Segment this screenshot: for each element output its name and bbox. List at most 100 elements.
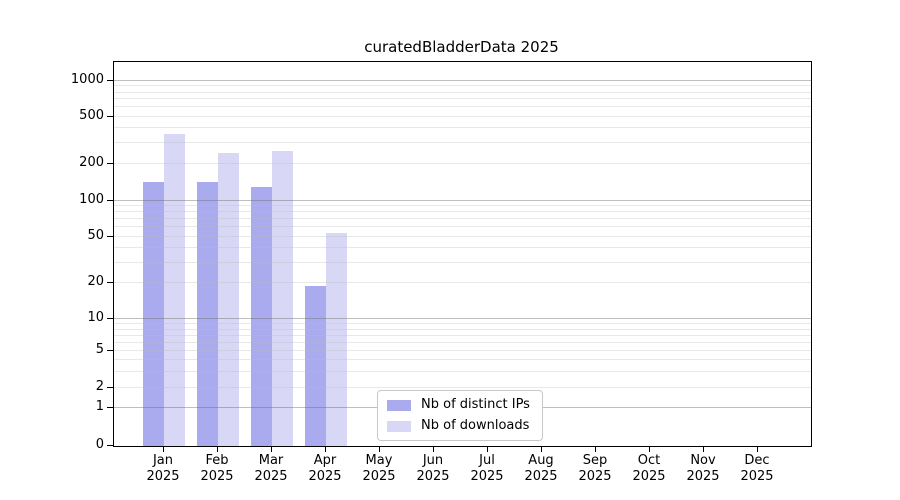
x-tick xyxy=(595,447,596,452)
x-label-year: 2025 xyxy=(146,469,180,484)
minor-gridline xyxy=(114,371,811,372)
x-tick-label: Jan 2025 xyxy=(135,453,191,485)
major-gridline xyxy=(114,318,811,319)
x-tick xyxy=(649,447,650,452)
minor-gridline xyxy=(114,247,811,248)
x-label-month: Dec xyxy=(744,453,770,468)
x-label-year: 2025 xyxy=(740,469,774,484)
legend-item-downloads: Nb of downloads xyxy=(387,417,530,435)
x-label-month: Aug xyxy=(528,453,554,468)
major-gridline xyxy=(114,80,811,81)
x-label-month: Jan xyxy=(152,453,174,468)
minor-gridline xyxy=(114,236,811,237)
y-tick-label: 0 xyxy=(95,437,104,452)
x-tick-label: Feb 2025 xyxy=(189,453,245,485)
minor-gridline xyxy=(114,116,811,117)
y-tick-label: 1 xyxy=(95,399,104,414)
minor-gridline xyxy=(114,387,811,388)
legend: Nb of distinct IPs Nb of downloads xyxy=(377,390,543,441)
y-tick-label: 200 xyxy=(79,155,104,170)
x-label-year: 2025 xyxy=(524,469,558,484)
x-label-year: 2025 xyxy=(200,469,234,484)
y-tick xyxy=(107,163,113,164)
x-tick xyxy=(433,447,434,452)
y-tick-label: 1000 xyxy=(70,72,104,87)
bar-distinct-ips-jan xyxy=(143,182,164,446)
x-tick xyxy=(379,447,380,452)
plot-area xyxy=(113,61,812,447)
x-tick xyxy=(541,447,542,452)
x-label-year: 2025 xyxy=(470,469,504,484)
x-label-year: 2025 xyxy=(254,469,288,484)
y-tick xyxy=(107,236,113,237)
minor-gridline xyxy=(114,282,811,283)
legend-swatch-distinct-ips xyxy=(387,399,411,411)
minor-gridline xyxy=(114,335,811,336)
y-tick-label: 2 xyxy=(95,379,104,394)
x-label-year: 2025 xyxy=(416,469,450,484)
minor-gridline xyxy=(114,127,811,128)
y-tick xyxy=(107,407,113,408)
x-tick-label: Nov 2025 xyxy=(675,453,731,485)
y-tick-label: 20 xyxy=(87,274,104,289)
x-tick-label: Aug 2025 xyxy=(513,453,569,485)
legend-label-downloads: Nb of downloads xyxy=(421,418,530,433)
y-tick xyxy=(107,318,113,319)
y-tick xyxy=(107,116,113,117)
x-label-year: 2025 xyxy=(578,469,612,484)
minor-gridline xyxy=(114,211,811,212)
legend-swatch-downloads xyxy=(387,420,411,432)
x-tick xyxy=(325,447,326,452)
x-label-year: 2025 xyxy=(362,469,396,484)
x-tick-label: Jul 2025 xyxy=(459,453,515,485)
x-label-year: 2025 xyxy=(632,469,666,484)
x-label-month: Jul xyxy=(479,453,495,468)
minor-gridline xyxy=(114,218,811,219)
minor-gridline xyxy=(114,106,811,107)
minor-gridline xyxy=(114,350,811,351)
minor-gridline xyxy=(114,226,811,227)
x-tick xyxy=(703,447,704,452)
minor-gridline xyxy=(114,85,811,86)
y-tick xyxy=(107,387,113,388)
y-tick xyxy=(107,282,113,283)
y-tick xyxy=(107,350,113,351)
minor-gridline xyxy=(114,359,811,360)
minor-gridline xyxy=(114,323,811,324)
x-label-month: Nov xyxy=(690,453,716,468)
x-label-month: Oct xyxy=(637,453,661,468)
x-label-month: Jun xyxy=(422,453,444,468)
x-label-month: May xyxy=(365,453,393,468)
x-label-year: 2025 xyxy=(686,469,720,484)
bar-distinct-ips-mar xyxy=(251,187,272,446)
y-tick-label: 100 xyxy=(79,192,104,207)
y-tick-label: 50 xyxy=(87,228,104,243)
bar-distinct-ips-apr xyxy=(305,286,326,446)
chart-title: curatedBladderData 2025 xyxy=(364,38,559,56)
x-tick-label: Jun 2025 xyxy=(405,453,461,485)
x-tick xyxy=(217,447,218,452)
y-tick xyxy=(107,445,113,446)
minor-gridline xyxy=(114,163,811,164)
x-tick xyxy=(757,447,758,452)
legend-item-distinct-ips: Nb of distinct IPs xyxy=(387,396,530,414)
bar-downloads-feb xyxy=(218,153,239,446)
x-tick xyxy=(487,447,488,452)
bar-downloads-jan xyxy=(164,134,185,446)
major-gridline xyxy=(114,200,811,201)
x-tick xyxy=(271,447,272,452)
y-tick-label: 500 xyxy=(79,108,104,123)
bar-distinct-ips-feb xyxy=(197,182,218,446)
x-tick-label: Sep 2025 xyxy=(567,453,623,485)
minor-gridline xyxy=(114,205,811,206)
y-tick-label: 10 xyxy=(87,310,104,325)
minor-gridline xyxy=(114,342,811,343)
minor-gridline xyxy=(114,262,811,263)
minor-gridline xyxy=(114,329,811,330)
x-label-month: Mar xyxy=(258,453,284,468)
minor-gridline xyxy=(114,142,811,143)
x-tick-label: Apr 2025 xyxy=(297,453,353,485)
y-tick xyxy=(107,80,113,81)
legend-label-distinct-ips: Nb of distinct IPs xyxy=(421,397,530,412)
